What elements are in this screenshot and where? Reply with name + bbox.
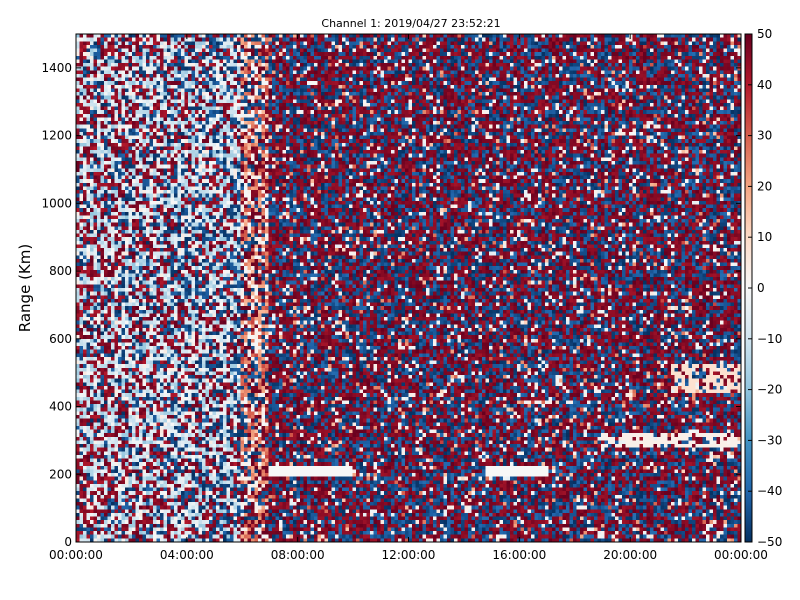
- heatmap-raster: [76, 34, 741, 542]
- y-axis: 0 200 400 600 800 1000 1200 1400: [41, 61, 741, 549]
- colorbar-tick-label: 50: [757, 27, 772, 41]
- y-tick-label: 200: [49, 467, 72, 481]
- y-tick-label: 1000: [41, 196, 72, 210]
- colorbar-tick-label: 0: [757, 281, 765, 295]
- colorbar-tick-label: −10: [757, 332, 782, 346]
- colorbar-tick-label: 40: [757, 78, 772, 92]
- y-tick-label: 1400: [41, 61, 72, 75]
- colorbar-tick-label: −40: [757, 484, 782, 498]
- y-tick-label: 800: [49, 264, 72, 278]
- colorbar-tick-label: 30: [757, 129, 772, 143]
- y-tick-label: 0: [64, 535, 72, 549]
- y-tick-label: 1200: [41, 129, 72, 143]
- colorbar-axis: 50 40 30 20 10 0 −10 −20 −30 −40 −50: [748, 27, 782, 549]
- chart-title: Channel 1: 2019/04/27 23:52:21: [321, 17, 500, 30]
- colorbar-tick-label: 10: [757, 230, 772, 244]
- y-tick-label: 400: [49, 400, 72, 414]
- x-tick-label: 08:00:00: [271, 548, 325, 562]
- y-axis-label: Range (Km): [16, 244, 34, 332]
- heatmap-cells: [76, 34, 741, 542]
- colorbar-tick-label: 20: [757, 179, 772, 193]
- x-tick-label: 20:00:00: [603, 548, 657, 562]
- y-tick-label: 600: [49, 332, 72, 346]
- x-tick-label: 12:00:00: [382, 548, 436, 562]
- x-tick-label: 04:00:00: [160, 548, 214, 562]
- x-tick-label: 00:00:00: [714, 548, 768, 562]
- x-axis: 00:00:00 04:00:00 08:00:00 12:00:00 16:00:00…: [49, 34, 768, 562]
- x-tick-label: 00:00:00: [49, 548, 103, 562]
- colorbar-tick-label: −20: [757, 383, 782, 397]
- colorbar-tick-label: −30: [757, 433, 782, 447]
- x-tick-label: 16:00:00: [492, 548, 546, 562]
- colorbar-tick-label: −50: [757, 535, 782, 549]
